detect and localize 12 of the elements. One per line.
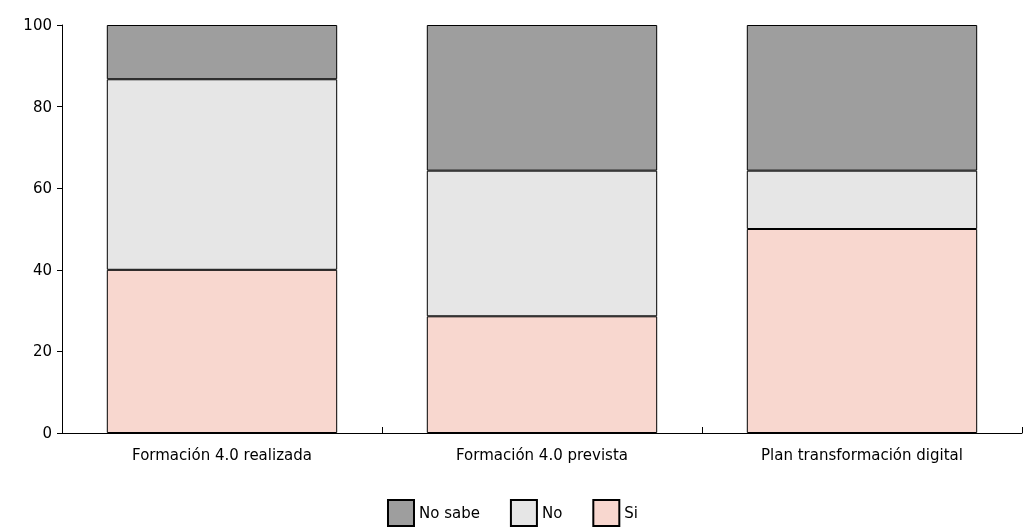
y-tick-label: 100 xyxy=(23,16,52,34)
x-tick-label: Plan transformación digital xyxy=(761,445,963,464)
legend-label: No sabe xyxy=(419,504,480,522)
legend-label: Si xyxy=(624,504,639,522)
y-tick-label: 80 xyxy=(32,97,52,116)
y-tick-label: 0 xyxy=(42,424,52,442)
y-tick-label: 60 xyxy=(32,179,52,198)
x-tick-label: Formación 4.0 prevista xyxy=(456,445,628,464)
x-tick-label: Formación 4.0 realizada xyxy=(132,445,312,464)
y-tick-label: 40 xyxy=(32,260,52,279)
legend-label: No xyxy=(541,504,563,522)
y-tick-label: 20 xyxy=(32,342,52,361)
